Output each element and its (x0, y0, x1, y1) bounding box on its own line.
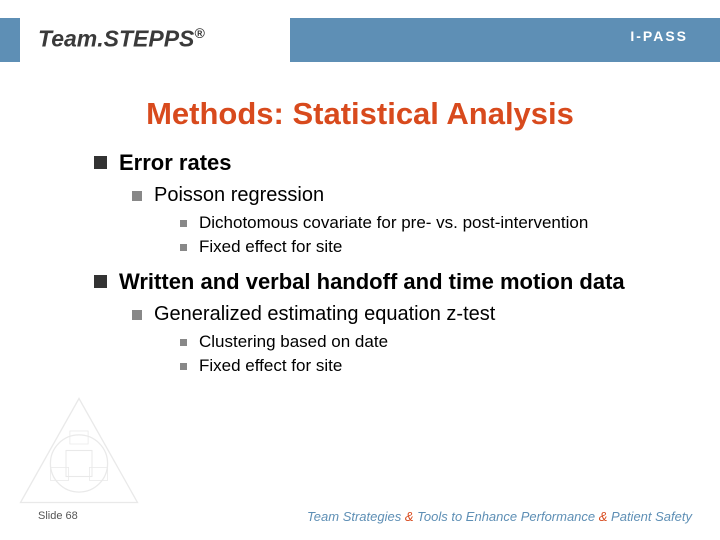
bullet-text: Dichotomous covariate for pre- vs. post-… (199, 213, 588, 233)
square-bullet-icon (180, 363, 187, 370)
brand-main: Team.STEPPS (38, 26, 194, 52)
bullet-text: Poisson regression (154, 184, 324, 207)
slide-number: Slide 68 (38, 510, 78, 522)
slide-title: Methods: Statistical Analysis (0, 96, 720, 132)
bullet-lvl2: Poisson regression (132, 184, 680, 207)
square-bullet-icon (180, 220, 187, 227)
brand-registered: ® (194, 25, 204, 41)
square-bullet-icon (180, 339, 187, 346)
content-area: Error rates Poisson regression Dichotomo… (94, 150, 680, 380)
bullet-text: Written and verbal handoff and time moti… (119, 269, 625, 295)
watermark-logo-icon (4, 392, 154, 522)
bullet-lvl3: Dichotomous covariate for pre- vs. post-… (180, 213, 680, 233)
footer-text: Patient Safety (607, 509, 692, 524)
bullet-text: Generalized estimating equation z-test (154, 303, 495, 326)
bullet-text: Clustering based on date (199, 332, 388, 352)
slide-container: Team.STEPPS® I-PASS Methods: Statistical… (0, 0, 720, 540)
bullet-text: Error rates (119, 150, 232, 176)
footer-text: Tools to Enhance Performance (414, 509, 599, 524)
square-bullet-icon (132, 310, 142, 320)
bullet-lvl3: Fixed effect for site (180, 356, 680, 376)
spacer (94, 261, 680, 269)
footer-brand: Team Strategies & Tools to Enhance Perfo… (307, 509, 692, 524)
square-bullet-icon (94, 156, 107, 169)
bullet-text: Fixed effect for site (199, 356, 342, 376)
square-bullet-icon (94, 275, 107, 288)
bullet-text: Fixed effect for site (199, 237, 342, 257)
bullet-lvl2: Generalized estimating equation z-test (132, 303, 680, 326)
header-right-label: I-PASS (630, 28, 688, 44)
square-bullet-icon (132, 191, 142, 201)
bullet-lvl3: Clustering based on date (180, 332, 680, 352)
footer-text: Team Strategies (307, 509, 405, 524)
brand-box: Team.STEPPS® (20, 8, 290, 70)
bullet-lvl1: Error rates (94, 150, 680, 176)
bullet-lvl3: Fixed effect for site (180, 237, 680, 257)
square-bullet-icon (180, 244, 187, 251)
bullet-lvl1: Written and verbal handoff and time moti… (94, 269, 680, 295)
brand-text: Team.STEPPS® (38, 25, 205, 53)
footer-ampersand: & (405, 509, 414, 524)
